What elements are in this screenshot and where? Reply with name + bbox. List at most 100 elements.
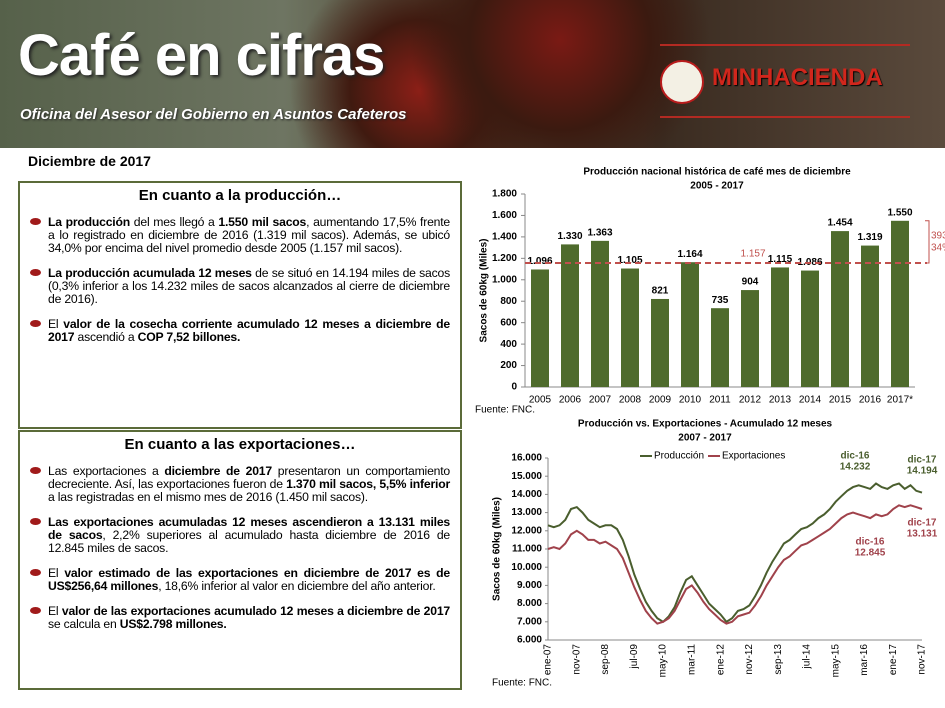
bullet-paragraph: El valor de la cosecha corriente acumula… <box>30 318 450 344</box>
x-tick-label: 2016 <box>859 395 882 406</box>
chart-title: 2007 - 2017 <box>678 433 732 444</box>
value-label: 821 <box>652 286 669 297</box>
bullet-icon <box>30 518 41 525</box>
y-tick-label: 10.000 <box>511 562 542 573</box>
bar <box>621 268 639 387</box>
y-tick-label: 8.000 <box>517 598 542 609</box>
text-run: La producción acumulada 12 meses <box>48 266 252 280</box>
y-tick-label: 800 <box>500 296 517 307</box>
bullet-icon <box>30 569 41 576</box>
annotation-value: 14.194 <box>907 466 938 477</box>
reference-label: 1.157 <box>740 249 765 260</box>
x-tick-label: 2006 <box>559 395 582 406</box>
value-label: 1.115 <box>768 254 793 265</box>
x-tick-label: ene-17 <box>888 644 899 676</box>
bar <box>711 308 729 387</box>
value-label: 1.330 <box>557 231 582 242</box>
bullet-icon <box>30 218 41 225</box>
bar <box>591 240 609 387</box>
text-run: del mes llegó a <box>129 215 219 229</box>
seal-icon <box>660 60 704 104</box>
x-tick-label: 2008 <box>619 395 642 406</box>
bar <box>831 231 849 387</box>
text-run: de se situó en 14.194 miles de sacos (0,… <box>48 266 450 306</box>
x-tick-label: may-10 <box>658 644 669 678</box>
x-tick-label: 2005 <box>529 395 552 406</box>
x-tick-label: nov-17 <box>917 644 928 675</box>
bullet-icon <box>30 467 41 474</box>
x-tick-label: sep-08 <box>600 644 611 675</box>
y-tick-label: 1.800 <box>492 189 517 200</box>
y-tick-label: 13.000 <box>511 507 542 518</box>
bar <box>651 298 669 387</box>
exports-box: En cuanto a las exportaciones… Las export… <box>18 430 462 690</box>
section-heading: En cuanto a las exportaciones… <box>124 436 356 453</box>
legend-label: Producción <box>654 451 704 462</box>
y-tick-label: 1.600 <box>492 210 517 221</box>
annotation-value: 14.232 <box>840 462 871 473</box>
text-run: , aumentando 17,5% frente a lo registrad… <box>48 215 450 255</box>
text-run: a las registradas en el mismo mes de 201… <box>48 490 368 504</box>
bar <box>801 270 819 387</box>
text-run: La producción <box>48 215 130 229</box>
x-tick-label: ene-12 <box>715 644 726 676</box>
text-run: valor estimado de las exportaciones en d… <box>48 566 450 593</box>
bullet-paragraph: Las exportaciones acumuladas 12 meses as… <box>30 516 450 555</box>
bar <box>681 262 699 387</box>
bullet-icon <box>30 269 41 276</box>
production-box: En cuanto a la producción… La producción … <box>18 181 462 429</box>
source: Fuente: FNC. <box>492 678 552 689</box>
text-run: , 18,6% inferior al valor en diciembre d… <box>158 579 436 593</box>
bar <box>561 244 579 387</box>
value-label: 1.363 <box>587 227 612 238</box>
text-run: ascendió a <box>74 330 138 344</box>
annotation: 393 <box>931 231 945 242</box>
annotation: 34% <box>931 243 945 254</box>
x-tick-label: nov-12 <box>744 644 755 675</box>
y-tick-label: 1.000 <box>492 274 517 285</box>
text-run: 1.550 mil sacos <box>218 215 307 229</box>
date: Diciembre de 2017 <box>28 153 151 169</box>
y-tick-label: 1.200 <box>492 253 517 264</box>
text-run: El <box>48 566 65 580</box>
x-tick-label: 2015 <box>829 395 852 406</box>
y-tick-label: 9.000 <box>517 580 542 591</box>
divider <box>660 116 910 118</box>
text-run: valor de la cosecha corriente acumulado … <box>48 317 450 344</box>
bullet-paragraph: El valor de las exportaciones acumulado … <box>30 605 450 631</box>
x-tick-label: 2014 <box>799 395 822 406</box>
annotation-value: 12.845 <box>855 548 886 559</box>
y-tick-label: 0 <box>511 382 517 393</box>
subtitle: Oficina del Asesor del Gobierno en Asunt… <box>20 106 407 123</box>
value-label: 1.319 <box>857 232 882 243</box>
x-tick-label: nov-07 <box>571 644 582 675</box>
bar <box>861 245 879 387</box>
text-run: El <box>48 604 62 618</box>
section-heading: En cuanto a la producción… <box>138 187 342 204</box>
value-label: 1.105 <box>617 255 642 266</box>
divider <box>660 44 910 46</box>
text-run: US$2.798 millones. <box>119 617 227 631</box>
series-line <box>547 504 923 625</box>
text-run: COP 7,52 billones. <box>137 330 241 344</box>
x-tick-label: mar-16 <box>859 644 870 676</box>
y-tick-label: 15.000 <box>511 471 542 482</box>
text-run: Las exportaciones a <box>48 464 165 478</box>
chart-title: Producción vs. Exportaciones - Acumulado… <box>578 419 833 430</box>
annotation-value: 13.131 <box>907 529 938 540</box>
text-run: 1.370 mil sacos, 5,5% inferior <box>286 477 451 491</box>
source: Fuente: FNC. <box>475 405 535 416</box>
x-tick-label: jul-09 <box>629 644 640 670</box>
y-tick-label: 16.000 <box>511 453 542 464</box>
logo: MINHACIENDA <box>712 64 883 91</box>
y-axis-label: Sacos de 60kg (Miles) <box>492 497 503 601</box>
bracket <box>925 220 930 264</box>
annotation-date: dic-16 <box>856 537 885 548</box>
y-tick-label: 400 <box>500 339 517 350</box>
bar <box>531 269 549 387</box>
y-tick-label: 6.000 <box>517 635 542 646</box>
x-tick-label: 2013 <box>769 395 792 406</box>
y-tick-label: 14.000 <box>511 489 542 500</box>
x-tick-label: 2009 <box>649 395 672 406</box>
